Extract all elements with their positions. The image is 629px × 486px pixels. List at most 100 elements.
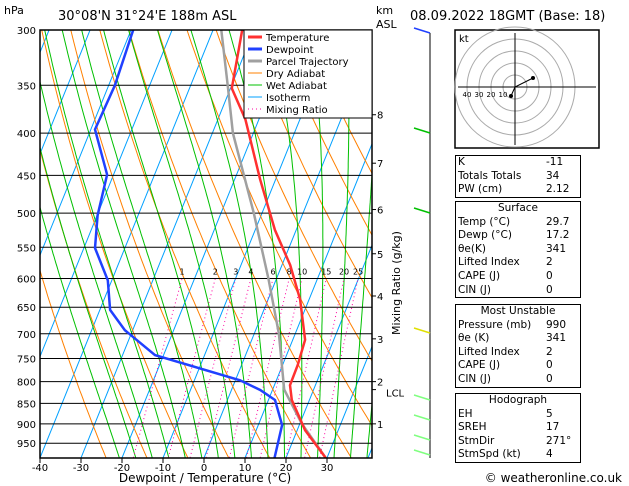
x-tick-label: 10 bbox=[239, 463, 252, 474]
row-label: θe(K) bbox=[458, 242, 486, 255]
isotherm bbox=[40, 30, 91, 156]
location-title: 30°08'N 31°24'E 188m ASL bbox=[58, 9, 237, 24]
mixing-ratio-label: 10 bbox=[297, 267, 307, 276]
row-label: Pressure (mb) bbox=[458, 318, 532, 331]
pressure-tick-label: 500 bbox=[17, 209, 36, 220]
legend-label: Isotherm bbox=[266, 93, 310, 104]
pressure-tick-label: 400 bbox=[17, 129, 36, 140]
table-row: Lifted Index 2 bbox=[456, 256, 580, 270]
km-tick-label: 6 bbox=[377, 206, 383, 217]
plot-frame bbox=[39, 29, 373, 459]
dry-adiabat bbox=[40, 147, 148, 458]
km-tick-label: 8 bbox=[377, 111, 383, 122]
mixing-ratio-line bbox=[304, 278, 345, 458]
wet-adiabat bbox=[366, 399, 372, 458]
wet-adiabat bbox=[333, 30, 350, 458]
mixing-ratio-label: 2 bbox=[213, 267, 218, 276]
table-row: StmDir 271° bbox=[456, 435, 580, 449]
hodograph-unit: kt bbox=[459, 34, 469, 45]
row-label: Dewp (°C) bbox=[458, 229, 512, 242]
pressure-tick-label: 350 bbox=[17, 81, 36, 92]
isotherm bbox=[244, 142, 372, 458]
hodograph-point bbox=[509, 94, 513, 98]
dry-adiabat bbox=[215, 30, 372, 362]
isotherm bbox=[326, 345, 372, 458]
wet-adiabat bbox=[40, 145, 137, 458]
legend-label: Parcel Trajectory bbox=[266, 57, 349, 68]
row-value: 17.2 bbox=[546, 229, 570, 242]
row-label: SREH bbox=[458, 421, 487, 434]
x-tick-label: 20 bbox=[280, 463, 293, 474]
km-tick-label: 1 bbox=[377, 420, 383, 431]
row-label: PW (cm) bbox=[458, 183, 503, 196]
hodograph-ring-label: 10 bbox=[499, 91, 508, 99]
km-tick-label: 4 bbox=[377, 292, 383, 303]
datetime: 08.09.2022 18GMT (Base: 18) bbox=[410, 9, 605, 24]
dry-adiabat bbox=[302, 30, 372, 175]
km-label: km bbox=[376, 4, 393, 17]
wet-adiabat bbox=[81, 30, 203, 458]
dry-adiabat bbox=[186, 30, 372, 427]
row-label: Totals Totals bbox=[458, 169, 522, 182]
table-row: CAPE (J) 0 bbox=[456, 270, 580, 284]
mixing-ratio-label: 4 bbox=[248, 267, 253, 276]
dry-adiabat bbox=[615, 18, 629, 462]
row-label: θe (K) bbox=[458, 332, 490, 345]
row-label: StmSpd (kt) bbox=[458, 448, 521, 461]
copyright: © weatheronline.co.uk bbox=[485, 471, 622, 485]
x-tick-label: 30 bbox=[321, 463, 334, 474]
table-title: Surface bbox=[497, 202, 538, 214]
x-tick-label: -40 bbox=[32, 463, 48, 474]
table-row: θe (K) 341 bbox=[456, 332, 580, 346]
row-value: 0 bbox=[546, 269, 553, 282]
wind-barb bbox=[413, 127, 431, 134]
pressure-tick-label: 450 bbox=[17, 171, 36, 182]
row-value: -11 bbox=[546, 156, 564, 168]
pressure-tick-label: 900 bbox=[17, 420, 36, 431]
wind-barbs bbox=[413, 27, 431, 458]
legend-label: Temperature bbox=[265, 33, 329, 44]
mixing-ratio-label: 3 bbox=[233, 267, 238, 276]
pressure-tick-label: 650 bbox=[17, 303, 36, 314]
mixing-ratio-label: 6 bbox=[270, 267, 275, 276]
most-unstable-table: Most Unstable Pressure (mb) 990 θe (K) 341 Li… bbox=[455, 304, 581, 388]
row-label: CAPE (J) bbox=[458, 359, 501, 372]
km-tick-label: 7 bbox=[377, 159, 383, 170]
table-row: CIN (J) 0 bbox=[456, 373, 580, 387]
row-label: CIN (J) bbox=[458, 372, 491, 385]
km-tick-label: 3 bbox=[377, 335, 383, 346]
wet-adiabat bbox=[40, 205, 120, 458]
row-value: 341 bbox=[546, 242, 567, 255]
row-value: 271° bbox=[546, 434, 572, 447]
x-tick-label: -30 bbox=[73, 463, 89, 474]
isotherm bbox=[40, 30, 132, 257]
pressure-tick-label: 750 bbox=[17, 354, 36, 365]
mixing-ratio-line bbox=[228, 278, 274, 458]
wet-adiabat bbox=[40, 79, 153, 458]
row-value: 5 bbox=[546, 407, 553, 420]
wet-adiabat bbox=[349, 167, 372, 458]
row-label: Lifted Index bbox=[458, 345, 520, 358]
mixing-ratio-line bbox=[319, 278, 359, 458]
wet-adiabat bbox=[128, 30, 236, 458]
pressure-tick-label: 950 bbox=[17, 439, 36, 450]
storm-motion-dot bbox=[531, 76, 535, 80]
row-value: 0 bbox=[546, 283, 553, 296]
table-title: Hodograph bbox=[488, 394, 548, 406]
row-value: 29.7 bbox=[546, 215, 570, 228]
table-row: PW (cm) 2.12 bbox=[456, 183, 580, 197]
table-row: SREH 17 bbox=[456, 421, 580, 435]
wet-adiabat bbox=[310, 30, 324, 458]
row-label: K bbox=[458, 156, 465, 168]
p-unit: hPa bbox=[4, 4, 24, 17]
wind-barb bbox=[413, 449, 431, 456]
table-row: CIN (J) 0 bbox=[456, 284, 580, 298]
wet-adiabat bbox=[190, 30, 269, 458]
row-label: CAPE (J) bbox=[458, 269, 501, 282]
km-tick-label: LCL bbox=[386, 389, 405, 400]
dry-adiabat bbox=[273, 30, 372, 237]
hodograph-table: Hodograph EH 5 SREH 17 StmDir 271° StmSpd (kt) 4 bbox=[455, 393, 581, 463]
row-value: 0 bbox=[546, 372, 553, 385]
isotherm bbox=[285, 243, 372, 458]
hodograph-ring-label: 30 bbox=[475, 91, 484, 99]
